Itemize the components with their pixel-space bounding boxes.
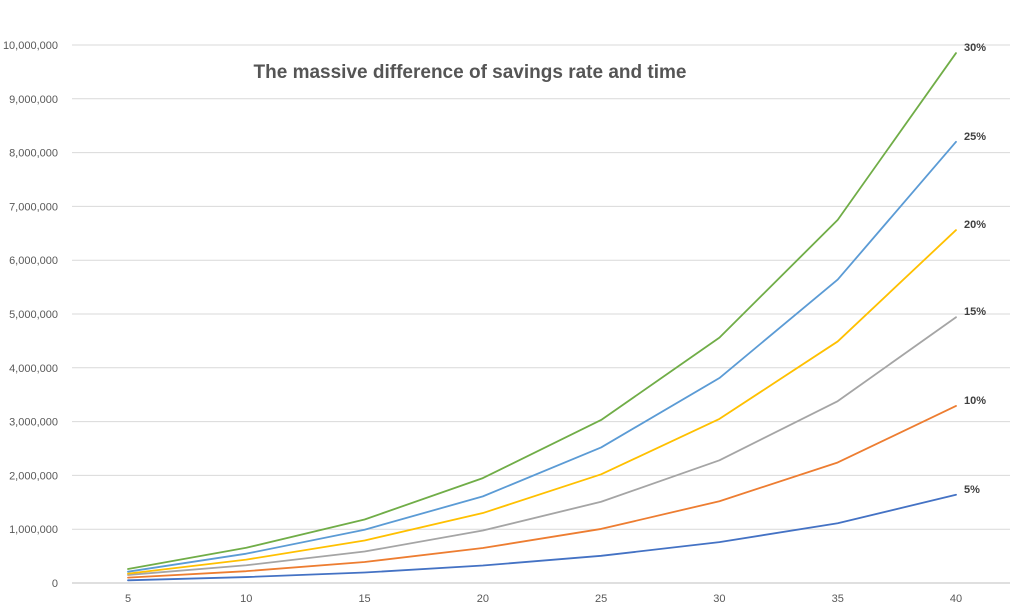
x-tick-label: 40 bbox=[950, 593, 962, 605]
series-lines bbox=[127, 52, 957, 582]
x-tick-label: 5 bbox=[125, 593, 131, 605]
x-tick-label: 20 bbox=[477, 593, 489, 605]
y-tick-label: 10,000,000 bbox=[3, 40, 58, 52]
x-axis-tick-labels: 5 10 15 20 25 30 35 40 bbox=[125, 593, 962, 605]
y-axis-tick-labels: 0 1,000,000 2,000,000 3,000,000 4,000,000 5,0… bbox=[3, 40, 58, 590]
series-end-label: 20% bbox=[964, 219, 986, 231]
x-tick-label: 10 bbox=[240, 593, 252, 605]
y-tick-label: 9,000,000 bbox=[9, 94, 58, 106]
series-line-30pct bbox=[127, 52, 957, 570]
x-tick-label: 25 bbox=[595, 593, 607, 605]
y-tick-label: 7,000,000 bbox=[9, 201, 58, 213]
x-tick-label: 35 bbox=[832, 593, 844, 605]
chart-title: The massive difference of savings rate a… bbox=[254, 62, 687, 83]
series-line-20pct bbox=[127, 229, 957, 575]
series-end-label: 10% bbox=[964, 395, 986, 407]
y-tick-label: 0 bbox=[52, 578, 58, 590]
y-tick-label: 3,000,000 bbox=[9, 417, 58, 429]
x-tick-label: 15 bbox=[358, 593, 370, 605]
y-tick-label: 5,000,000 bbox=[9, 309, 58, 321]
y-tick-label: 6,000,000 bbox=[9, 255, 58, 267]
series-line-10pct bbox=[127, 405, 957, 579]
y-tick-label: 2,000,000 bbox=[9, 470, 58, 482]
y-tick-label: 8,000,000 bbox=[9, 148, 58, 160]
y-tick-label: 1,000,000 bbox=[9, 524, 58, 536]
series-end-label: 25% bbox=[964, 131, 986, 143]
series-line-25pct bbox=[127, 140, 957, 573]
series-end-label: 30% bbox=[964, 42, 986, 54]
series-end-labels: 5% 10% 15% 20% 25% 30% bbox=[964, 42, 986, 496]
series-end-label: 5% bbox=[964, 484, 980, 496]
series-line-5pct bbox=[127, 493, 957, 582]
series-end-label: 15% bbox=[964, 306, 986, 318]
series-line-15pct bbox=[127, 316, 957, 576]
gridlines bbox=[72, 44, 1010, 584]
x-tick-label: 30 bbox=[713, 593, 725, 605]
y-tick-label: 4,000,000 bbox=[9, 363, 58, 375]
